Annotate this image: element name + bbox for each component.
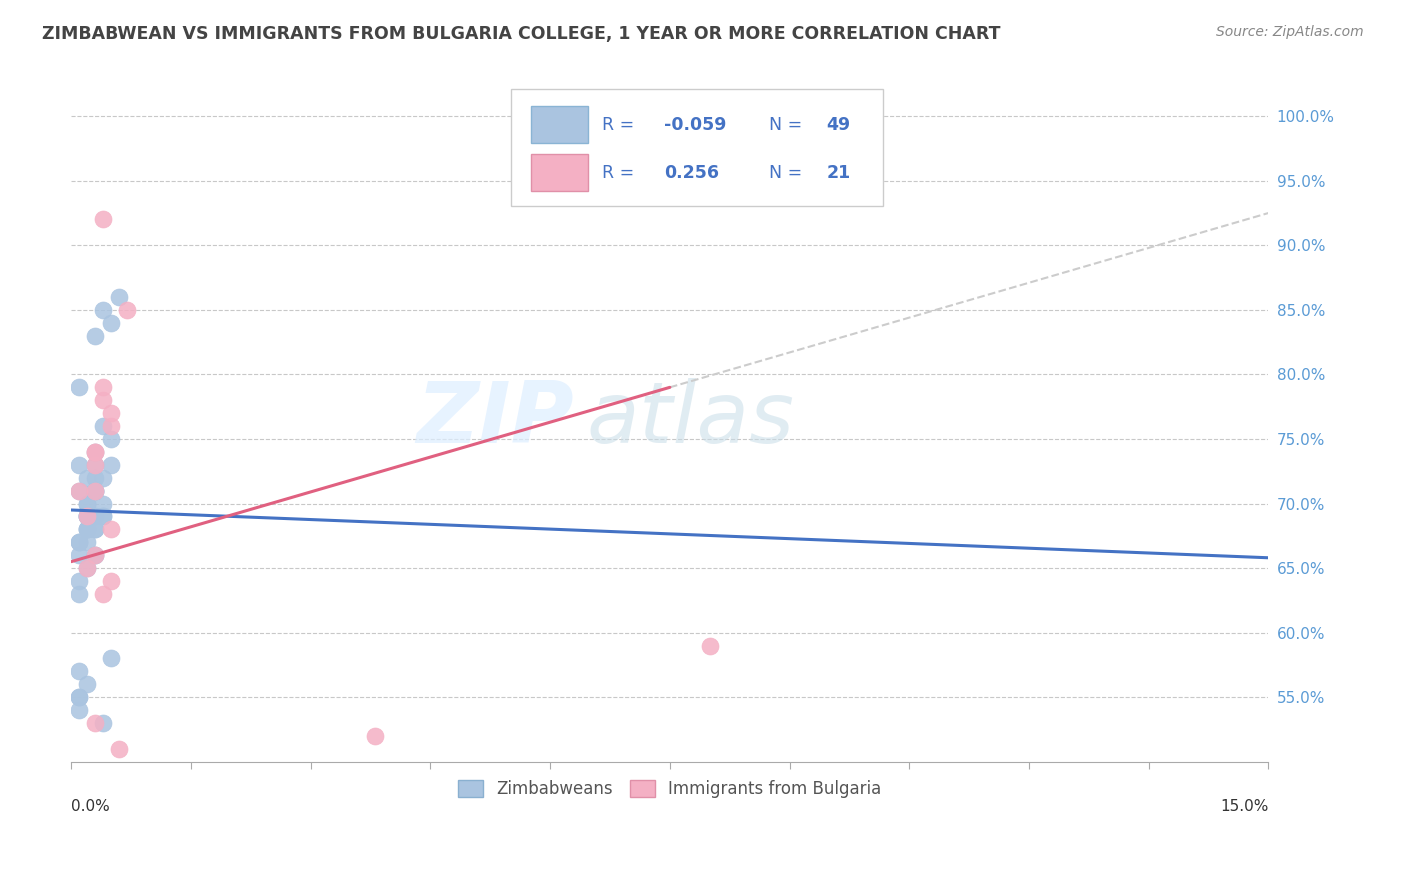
Point xyxy=(67,380,90,394)
Point xyxy=(100,651,122,665)
Point xyxy=(67,574,90,588)
Point xyxy=(76,522,98,536)
Point xyxy=(84,483,107,498)
Point xyxy=(76,509,98,524)
Point xyxy=(84,445,107,459)
Point xyxy=(91,212,114,227)
Point xyxy=(67,703,90,717)
Point xyxy=(76,522,98,536)
Point xyxy=(76,497,98,511)
Point xyxy=(84,716,107,731)
Text: ZIP: ZIP xyxy=(416,378,574,461)
Point xyxy=(76,509,98,524)
FancyBboxPatch shape xyxy=(531,154,589,191)
Point xyxy=(699,639,721,653)
Text: N =: N = xyxy=(769,163,808,182)
Point xyxy=(91,393,114,408)
Point xyxy=(100,316,122,330)
Text: atlas: atlas xyxy=(586,378,794,461)
Point xyxy=(67,458,90,472)
Point xyxy=(100,574,122,588)
Point xyxy=(67,483,90,498)
FancyBboxPatch shape xyxy=(531,106,589,143)
Point xyxy=(100,419,122,434)
Point xyxy=(67,690,90,705)
Point xyxy=(100,432,122,446)
Point xyxy=(76,497,98,511)
Point xyxy=(100,458,122,472)
Point xyxy=(91,302,114,317)
Point xyxy=(76,509,98,524)
Point xyxy=(76,561,98,575)
Text: ZIMBABWEAN VS IMMIGRANTS FROM BULGARIA COLLEGE, 1 YEAR OR MORE CORRELATION CHART: ZIMBABWEAN VS IMMIGRANTS FROM BULGARIA C… xyxy=(42,25,1001,43)
Text: -0.059: -0.059 xyxy=(664,116,727,134)
Legend: Zimbabweans, Immigrants from Bulgaria: Zimbabweans, Immigrants from Bulgaria xyxy=(451,773,889,805)
Point xyxy=(76,509,98,524)
Point xyxy=(76,509,98,524)
Point xyxy=(84,483,107,498)
Point xyxy=(115,302,138,317)
Point xyxy=(84,483,107,498)
Point xyxy=(84,328,107,343)
Text: 21: 21 xyxy=(827,163,851,182)
Point xyxy=(84,458,107,472)
Point xyxy=(67,535,90,549)
Point xyxy=(84,522,107,536)
Point xyxy=(76,535,98,549)
Point xyxy=(76,471,98,485)
Point xyxy=(108,290,131,304)
Point xyxy=(67,548,90,562)
Point xyxy=(84,522,107,536)
Point xyxy=(84,548,107,562)
Text: 0.256: 0.256 xyxy=(664,163,718,182)
Text: Source: ZipAtlas.com: Source: ZipAtlas.com xyxy=(1216,25,1364,39)
Point xyxy=(76,522,98,536)
Point xyxy=(84,458,107,472)
Point xyxy=(91,509,114,524)
Point xyxy=(91,716,114,731)
Text: 49: 49 xyxy=(827,116,851,134)
Point xyxy=(84,548,107,562)
Point xyxy=(84,445,107,459)
Point xyxy=(91,471,114,485)
Point xyxy=(67,535,90,549)
Point xyxy=(100,406,122,420)
Point xyxy=(91,509,114,524)
Point xyxy=(91,380,114,394)
Point xyxy=(76,677,98,691)
Point xyxy=(76,561,98,575)
Point xyxy=(91,419,114,434)
Point xyxy=(84,445,107,459)
Point xyxy=(100,522,122,536)
Point xyxy=(67,587,90,601)
Point xyxy=(84,471,107,485)
Text: 0.0%: 0.0% xyxy=(72,799,110,814)
Point xyxy=(108,742,131,756)
Text: R =: R = xyxy=(602,163,640,182)
Point xyxy=(84,483,107,498)
Point xyxy=(363,729,385,743)
Point xyxy=(91,587,114,601)
Point xyxy=(67,690,90,705)
Text: 15.0%: 15.0% xyxy=(1220,799,1268,814)
Point xyxy=(84,548,107,562)
Text: N =: N = xyxy=(769,116,808,134)
Point xyxy=(67,665,90,679)
Text: R =: R = xyxy=(602,116,640,134)
Point xyxy=(84,509,107,524)
Point xyxy=(67,483,90,498)
Point xyxy=(91,497,114,511)
FancyBboxPatch shape xyxy=(510,89,883,206)
